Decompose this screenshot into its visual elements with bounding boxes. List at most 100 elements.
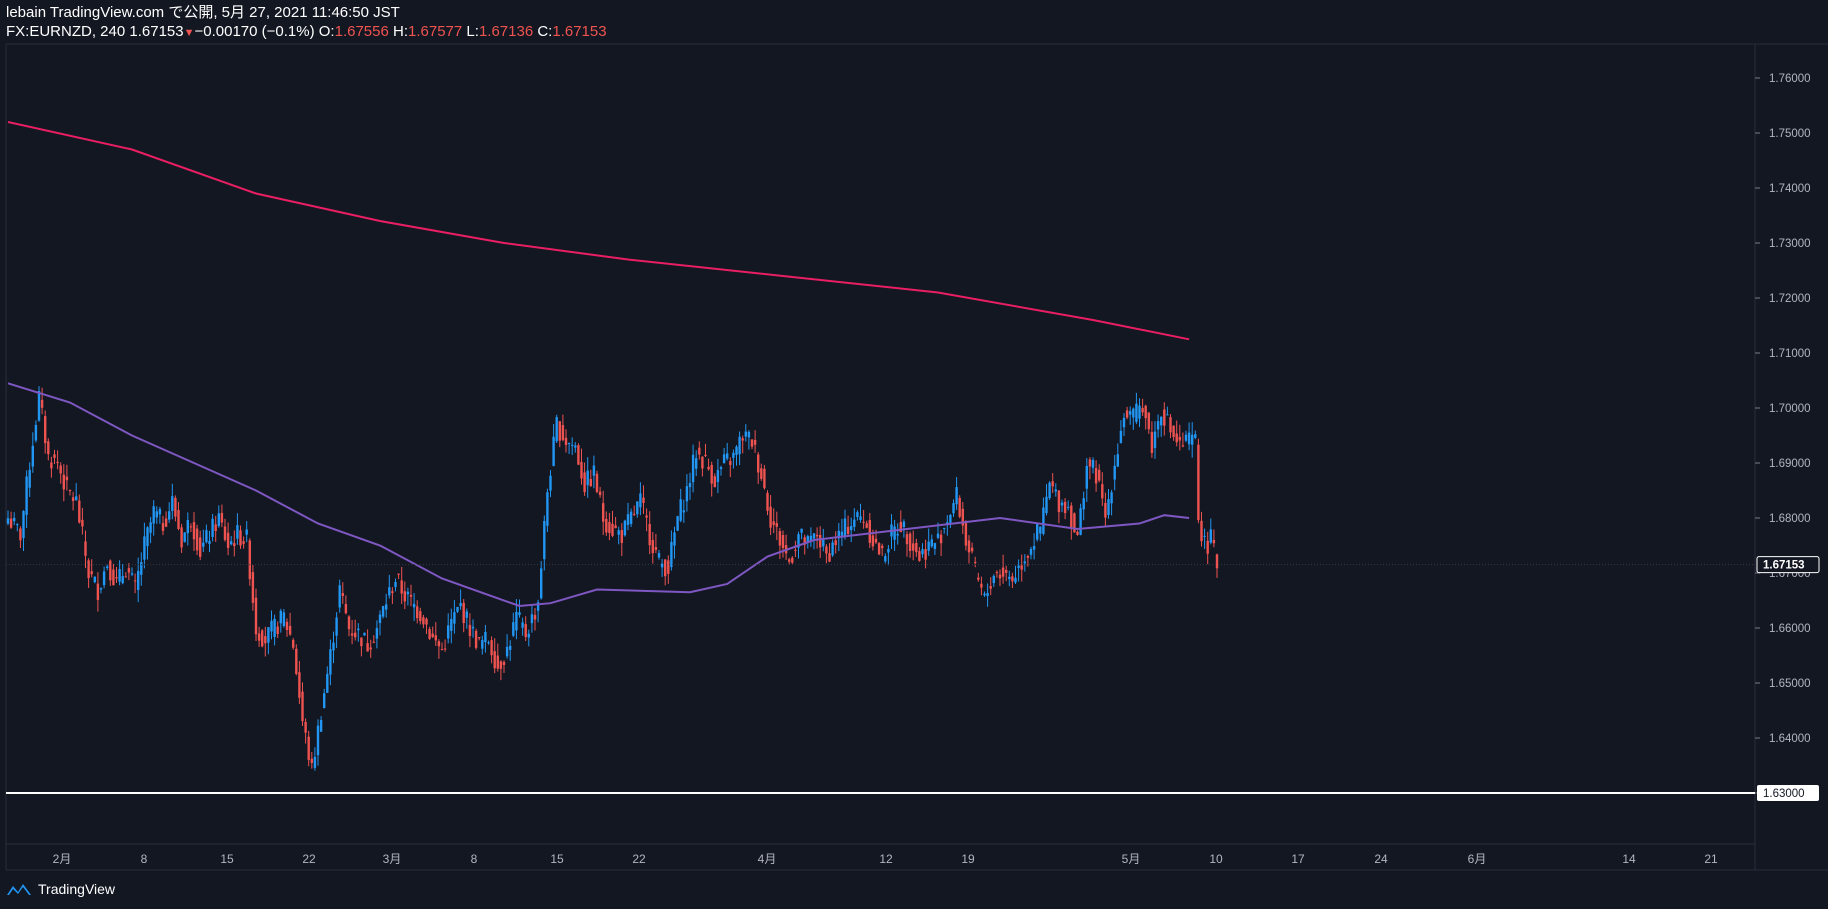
candle-body xyxy=(462,602,465,624)
candle-body xyxy=(233,543,236,547)
candle-body xyxy=(481,640,484,649)
candle-body xyxy=(815,534,819,537)
candle-body xyxy=(518,612,521,616)
candle-body xyxy=(831,542,834,556)
candle-body xyxy=(99,588,103,590)
candle-body xyxy=(1144,405,1147,419)
candle-body xyxy=(1032,545,1036,550)
candle-body xyxy=(664,559,667,577)
candle-body xyxy=(862,521,865,523)
candle-body xyxy=(1113,465,1116,480)
candle-body xyxy=(354,632,357,638)
candle-body xyxy=(1181,445,1185,447)
candle-body xyxy=(130,573,134,575)
candle-body xyxy=(704,454,707,457)
candle-body xyxy=(536,602,540,611)
support-price-label: 1.63000 xyxy=(1763,788,1805,800)
candle-body xyxy=(474,630,478,648)
candle-body xyxy=(1138,405,1141,419)
candle-body xyxy=(102,571,106,586)
candle-body xyxy=(583,472,586,493)
candle-body xyxy=(1088,459,1092,467)
low-label: L: xyxy=(466,23,479,40)
candle-body xyxy=(288,625,292,635)
candle-body xyxy=(152,506,155,524)
candle-body xyxy=(1023,561,1026,564)
candle-body xyxy=(96,583,100,601)
candle-body xyxy=(772,521,775,526)
candle-body xyxy=(828,553,831,562)
brand-label: TradingView xyxy=(38,881,116,897)
candle-body xyxy=(598,491,602,496)
candle-body xyxy=(924,549,927,560)
candle-body xyxy=(468,624,472,637)
candle-body xyxy=(679,499,682,521)
candle-body xyxy=(633,513,636,515)
publish-info: lebain TradingView.com で公開, 5月 27, 2021 … xyxy=(6,4,400,21)
candle-body xyxy=(1051,481,1054,487)
candle-body xyxy=(567,443,571,445)
candle-body xyxy=(118,569,121,582)
candle-body xyxy=(741,438,744,441)
candle-body xyxy=(930,539,933,547)
candle-body xyxy=(521,622,524,628)
open-value: 1.67556 xyxy=(334,23,389,40)
candle-body xyxy=(1057,490,1061,513)
candle-body xyxy=(1184,434,1188,441)
candle-body xyxy=(202,542,205,547)
candle-body xyxy=(874,538,878,543)
candle-body xyxy=(970,547,974,552)
candle-body xyxy=(164,518,168,527)
candle-body xyxy=(716,470,720,482)
candle-body xyxy=(1048,482,1051,499)
symbol-label: FX:EURNZD, 240 xyxy=(6,23,126,40)
candle-body xyxy=(124,576,127,578)
support-price-badge xyxy=(1757,785,1819,801)
candle-body xyxy=(629,511,633,524)
candle-body xyxy=(1036,523,1039,540)
candle-body xyxy=(564,437,568,446)
candle-body xyxy=(338,585,341,608)
y-tick-label: 1.65000 xyxy=(1769,678,1811,690)
change-value: −0.00170 (−0.1%) xyxy=(194,23,315,40)
moving-average-long xyxy=(7,121,1190,341)
x-tick-label: 12 xyxy=(879,852,893,866)
candle-body xyxy=(834,540,837,546)
candle-body xyxy=(1141,408,1144,413)
candle-body xyxy=(1005,570,1008,573)
candle-body xyxy=(1129,411,1132,415)
last-price-badge xyxy=(1756,556,1820,574)
candle-body xyxy=(1206,540,1209,554)
candle-body xyxy=(199,537,202,557)
candle-body xyxy=(943,527,946,529)
candle-body xyxy=(899,522,902,533)
candle-body xyxy=(1203,535,1206,537)
y-tick-label: 1.69000 xyxy=(1769,458,1811,470)
candle-body xyxy=(357,628,360,631)
candle-body xyxy=(533,614,537,620)
candle-body xyxy=(791,557,794,563)
candle-body xyxy=(949,514,952,523)
candle-body xyxy=(980,583,983,588)
candle-body xyxy=(155,511,158,518)
candle-body xyxy=(487,642,490,644)
candle-body xyxy=(905,534,909,545)
candle-body xyxy=(292,639,295,648)
candle-body xyxy=(453,612,456,624)
candle-body xyxy=(385,604,388,610)
candle-body xyxy=(812,533,816,539)
candle-body xyxy=(915,542,918,553)
candle-body xyxy=(1163,409,1166,426)
candle-body xyxy=(853,519,856,527)
candle-body xyxy=(642,497,645,503)
candle-body xyxy=(137,570,140,590)
candle-body xyxy=(698,447,701,455)
candle-body xyxy=(586,470,589,486)
candle-body xyxy=(93,576,96,583)
candle-body xyxy=(416,606,419,619)
y-tick-label: 1.70000 xyxy=(1769,403,1811,415)
candle-body xyxy=(964,521,968,546)
candle-body xyxy=(1150,432,1154,454)
candle-body xyxy=(1194,434,1197,438)
